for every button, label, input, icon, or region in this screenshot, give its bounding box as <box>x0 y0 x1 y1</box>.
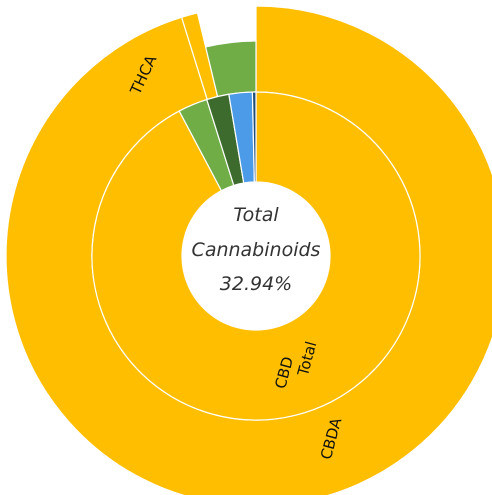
inner-slice-0 <box>91 91 421 421</box>
inner-ring <box>91 91 421 421</box>
outer-ring <box>5 5 492 495</box>
center-title-line1: Total <box>233 204 279 226</box>
center-title-line2: Cannabinoids <box>192 239 321 261</box>
center-label: Total Cannabinoids 32.94% <box>192 204 321 295</box>
inner-slice-4 <box>251 91 257 183</box>
center-value: 32.94% <box>220 273 292 295</box>
